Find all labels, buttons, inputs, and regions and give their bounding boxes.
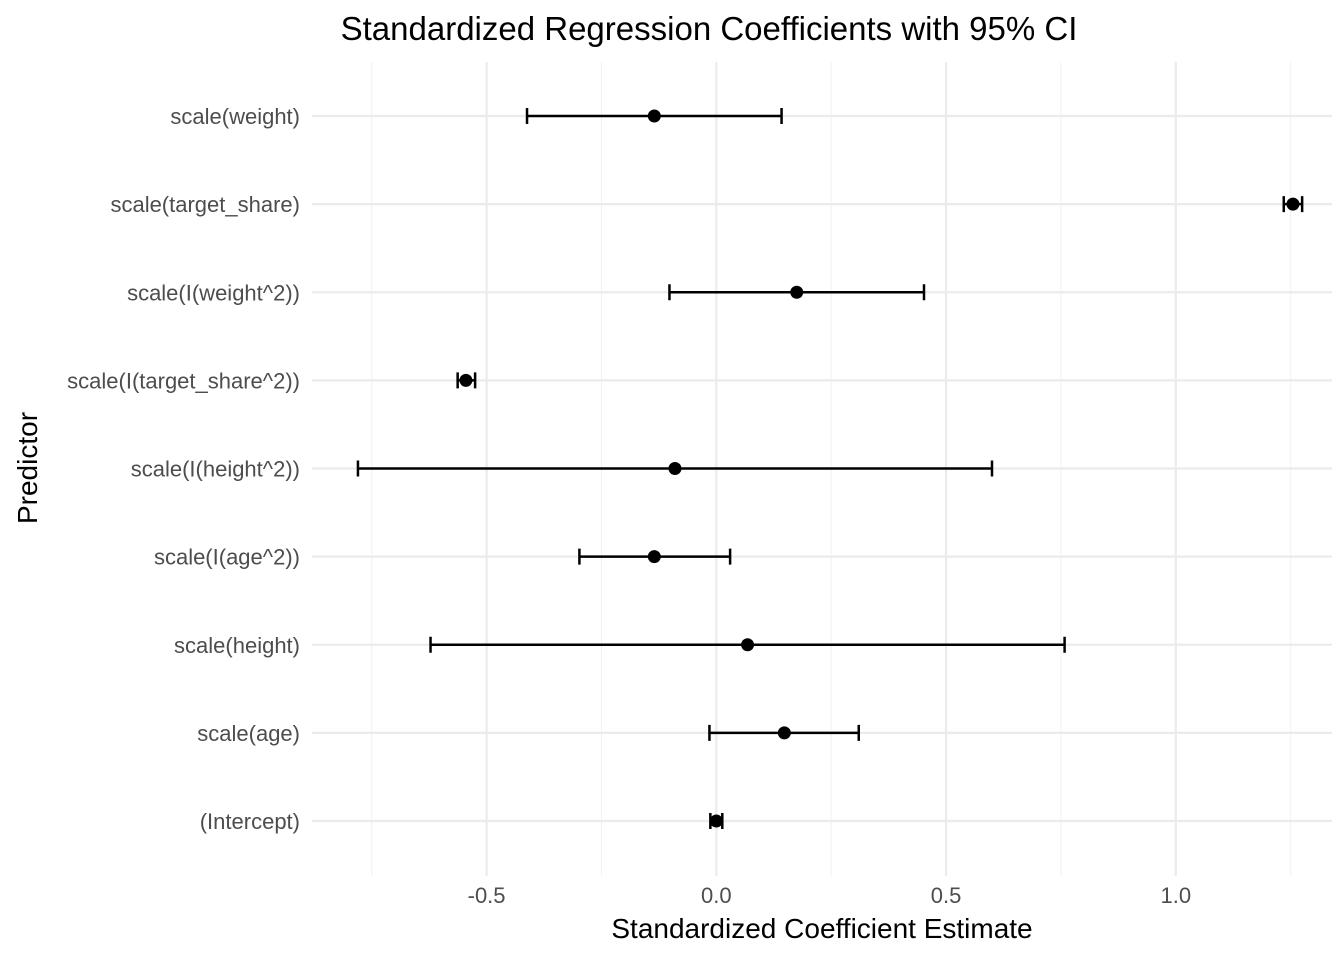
y-tick-label: scale(weight): [170, 104, 300, 129]
estimate-point: [1286, 197, 1300, 211]
chart-title: Standardized Regression Coefficients wit…: [341, 10, 1078, 47]
data-marks: [356, 108, 1304, 829]
coefficient-mark: [668, 284, 926, 301]
x-axis-tick-labels: -0.5 0.0 0.5 1.0: [468, 883, 1191, 908]
estimate-point: [647, 109, 661, 123]
estimate-point: [647, 550, 661, 564]
coefficient-mark: [1282, 196, 1304, 213]
x-tick-label: 0.0: [701, 883, 732, 908]
y-tick-label: scale(target_share): [110, 192, 300, 217]
estimate-point: [777, 726, 791, 740]
estimate-point: [741, 638, 755, 652]
y-axis-tick-labels: scale(weight) scale(target_share) scale(I(…: [67, 104, 300, 834]
y-tick-label: scale(I(target_share^2)): [67, 368, 300, 393]
estimate-point: [709, 814, 723, 828]
y-tick-label: scale(height): [174, 633, 300, 658]
x-tick-label: 1.0: [1160, 883, 1191, 908]
x-axis-title: Standardized Coefficient Estimate: [611, 913, 1032, 944]
coefficient-mark: [578, 548, 732, 565]
y-tick-label: scale(I(weight^2)): [127, 280, 300, 305]
y-tick-label: scale(I(height^2)): [131, 457, 300, 482]
estimate-point: [459, 373, 473, 387]
estimate-point: [668, 462, 682, 475]
y-axis-title: Predictor: [12, 412, 43, 524]
x-tick-label: -0.5: [468, 883, 506, 908]
coefficient-mark: [708, 724, 861, 741]
y-tick-label: scale(I(age^2)): [154, 545, 300, 570]
coefficient-mark: [456, 372, 477, 389]
x-tick-label: 0.5: [931, 883, 962, 908]
coefficient-mark: [429, 636, 1066, 653]
coefficient-mark: [709, 813, 724, 829]
coefficient-mark: [525, 108, 783, 124]
y-tick-label: (Intercept): [200, 809, 300, 834]
y-tick-label: scale(age): [197, 721, 300, 746]
coefficient-mark: [356, 460, 994, 477]
estimate-point: [790, 285, 804, 299]
